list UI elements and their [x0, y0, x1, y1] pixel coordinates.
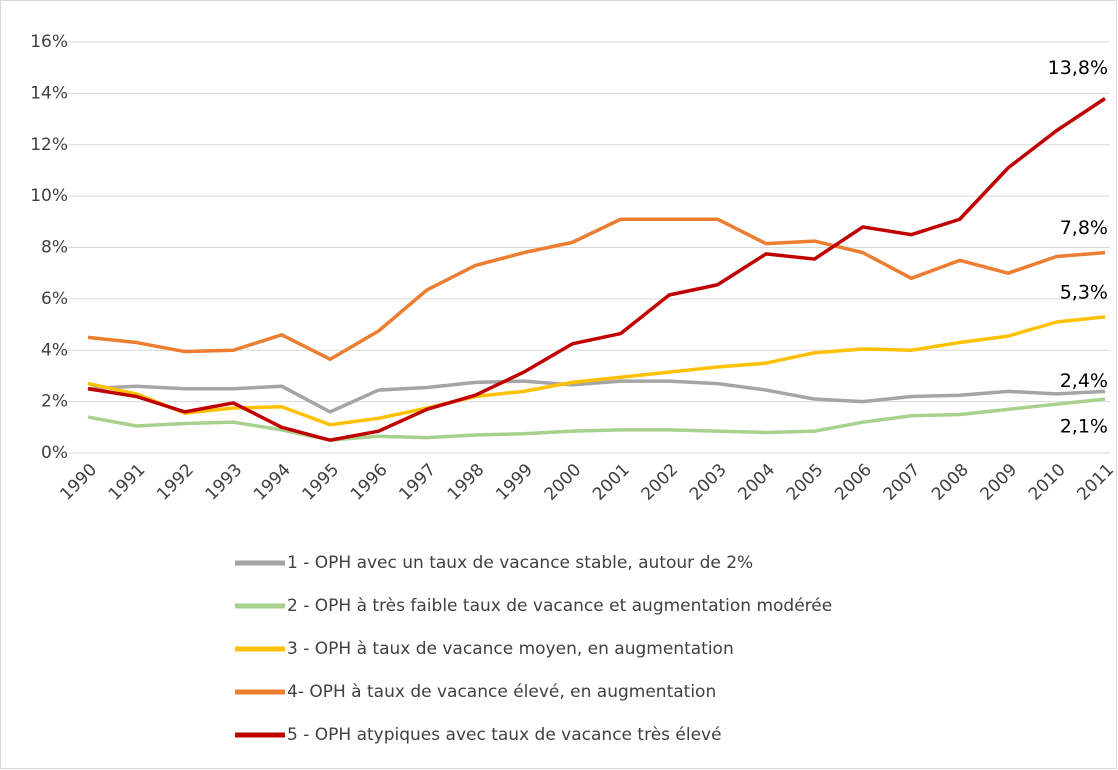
- legend-label: 5 - OPH atypiques avec taux de vacance t…: [287, 725, 722, 745]
- series-line: [87, 379, 1106, 414]
- series-line: [87, 397, 1106, 442]
- y-tick-label: 12%: [30, 135, 68, 155]
- y-tick-label: 10%: [30, 186, 68, 206]
- data-label: 2,1%: [1060, 416, 1108, 438]
- series-line: [87, 315, 1106, 427]
- y-tick-label: 2%: [41, 392, 68, 412]
- y-tick-label: 4%: [41, 340, 68, 360]
- y-tick-label: 6%: [41, 289, 68, 309]
- series-line: [87, 97, 1106, 442]
- legend-label: 3 - OPH à taux de vacance moyen, en augm…: [287, 639, 734, 659]
- series-line: [87, 217, 1106, 361]
- y-tick-label: 8%: [41, 238, 68, 258]
- data-label: 7,8%: [1060, 217, 1108, 239]
- data-label: 13,8%: [1048, 57, 1108, 79]
- y-tick-label: 14%: [30, 83, 68, 103]
- legend-label: 1 - OPH avec un taux de vacance stable, …: [287, 553, 753, 573]
- legend-label: 4- OPH à taux de vacance élevé, en augme…: [287, 682, 716, 702]
- legend-label: 2 - OPH à très faible taux de vacance et…: [287, 596, 832, 616]
- data-label: 2,4%: [1060, 370, 1108, 392]
- y-tick-label: 16%: [30, 32, 68, 52]
- data-label: 5,3%: [1060, 281, 1108, 303]
- y-tick-label: 0%: [41, 443, 68, 463]
